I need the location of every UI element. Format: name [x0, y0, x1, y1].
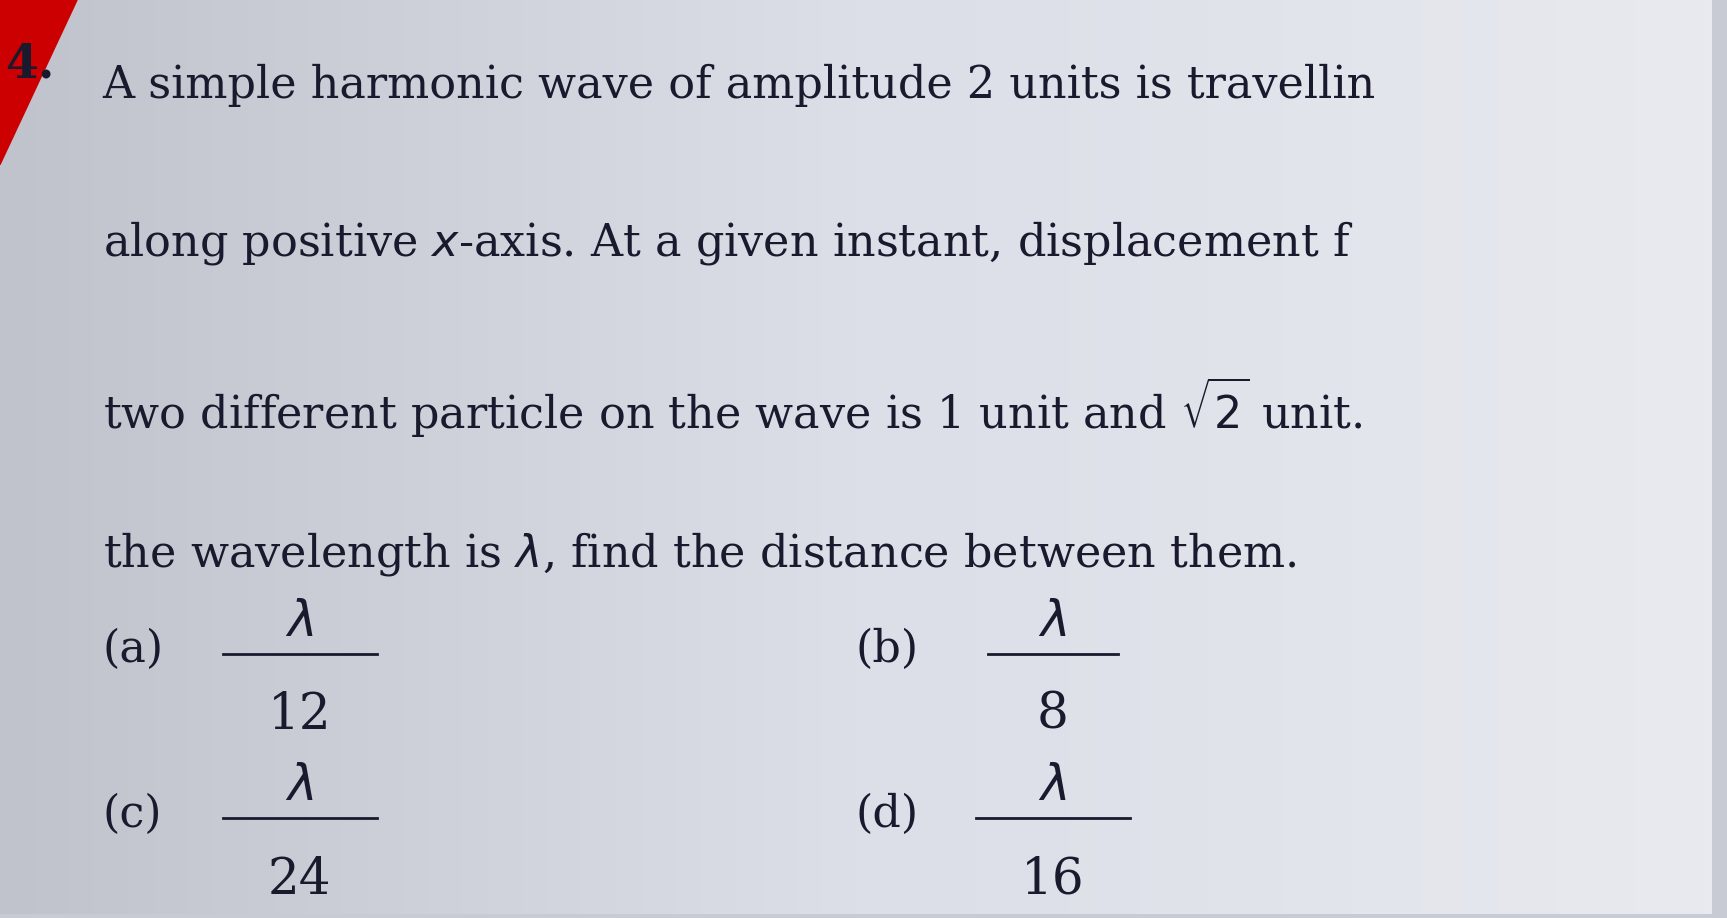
Text: (a): (a)	[102, 628, 164, 671]
Text: (d): (d)	[857, 792, 919, 835]
Text: along positive $x$-axis. At a given instant, displacement f: along positive $x$-axis. At a given inst…	[102, 219, 1354, 267]
Text: (c): (c)	[102, 792, 162, 835]
Text: $\lambda$: $\lambda$	[1038, 597, 1067, 646]
Text: 8: 8	[1036, 690, 1069, 740]
Text: 4.: 4.	[5, 41, 55, 87]
Text: $\lambda$: $\lambda$	[285, 597, 314, 646]
Text: (b): (b)	[857, 628, 919, 671]
Text: two different particle on the wave is 1 unit and $\sqrt{2}$ unit.: two different particle on the wave is 1 …	[102, 375, 1363, 440]
Text: $\lambda$: $\lambda$	[285, 762, 314, 812]
Text: 24: 24	[268, 855, 332, 904]
Text: A simple harmonic wave of amplitude 2 units is travellin: A simple harmonic wave of amplitude 2 un…	[102, 64, 1376, 107]
Text: 16: 16	[1021, 855, 1085, 904]
Polygon shape	[0, 0, 78, 164]
Text: the wavelength is $\lambda$, find the distance between them.: the wavelength is $\lambda$, find the di…	[102, 531, 1297, 578]
Text: $\lambda$: $\lambda$	[1038, 762, 1067, 812]
Text: 12: 12	[268, 690, 332, 740]
